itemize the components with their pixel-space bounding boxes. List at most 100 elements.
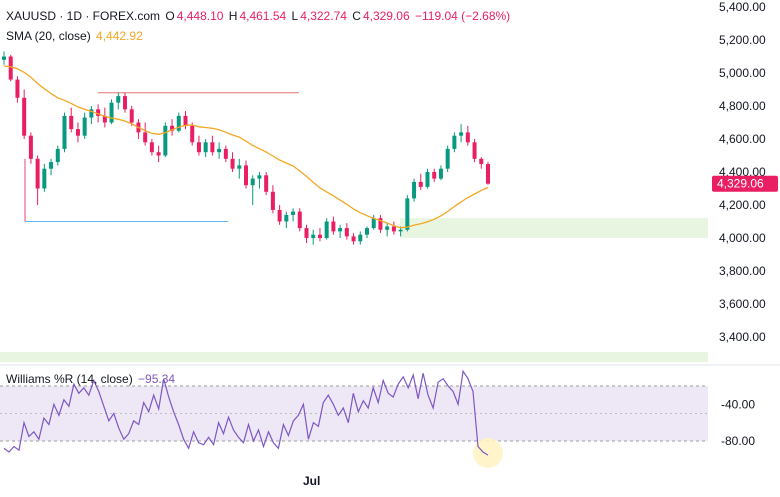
candle-body: [311, 234, 316, 238]
high-value: 4,461.54: [239, 9, 287, 23]
open-label: O: [165, 9, 175, 23]
price-tick-label: 4,600.00: [719, 132, 766, 146]
candle-body: [472, 142, 477, 159]
candle-body: [257, 175, 262, 179]
candle-body: [2, 56, 6, 60]
candle-body: [365, 228, 369, 235]
candle-body: [129, 109, 134, 123]
candle-body: [270, 191, 275, 210]
candle-body: [42, 168, 47, 189]
price-tick-label: 3,800.00: [719, 264, 766, 278]
candle-body: [123, 96, 127, 110]
sma-legend[interactable]: SMA (20, close) 4,442.92: [6, 29, 145, 43]
candle-body: [297, 211, 302, 229]
candle-body: [116, 96, 121, 103]
candle-body: [351, 236, 356, 242]
williams-label: Williams %R (14, close): [6, 372, 133, 386]
candle-body: [28, 135, 33, 159]
price-tick-label: 3,600.00: [719, 297, 766, 311]
candle-body: [15, 79, 20, 98]
price-tick-label: 5,400.00: [719, 0, 766, 14]
candle-body: [459, 132, 464, 136]
open-value: 4,448.10: [176, 9, 224, 23]
candle-body: [324, 221, 329, 238]
candle-body: [22, 97, 27, 136]
candle-body: [317, 234, 322, 238]
candle-body: [445, 148, 450, 169]
candle-body: [203, 142, 208, 153]
close-value: 4,329.06: [362, 9, 410, 23]
candle-body: [149, 142, 154, 153]
sma-value: 4,442.92: [96, 29, 143, 43]
candle-body: [418, 181, 423, 187]
candle-body: [55, 148, 60, 163]
candle-body: [358, 234, 363, 242]
candle-body: [82, 117, 87, 136]
candle-body: [479, 158, 484, 165]
candle-body: [438, 168, 443, 179]
price-tick-label: 4,200.00: [719, 198, 766, 212]
price-tick-label: 5,200.00: [719, 33, 766, 47]
candle-body: [405, 198, 410, 230]
williams-value: −95.34: [138, 372, 176, 386]
candle-body: [277, 209, 282, 222]
candle-body: [378, 218, 383, 230]
candle-body: [49, 162, 54, 169]
close-label: C: [352, 9, 361, 23]
williams-legend[interactable]: Williams %R (14, close) −95.34: [6, 372, 177, 386]
sma-label: SMA (20, close): [6, 29, 91, 43]
low-label: L: [291, 9, 299, 23]
current-price-label: 4,329.06: [717, 177, 764, 191]
candle-body: [69, 115, 74, 130]
candle-body: [176, 115, 181, 131]
candle-body: [291, 211, 296, 215]
price-tick-label: 4,400.00: [719, 165, 766, 179]
candle-body: [163, 125, 168, 156]
low-value: 4,322.74: [300, 9, 347, 23]
support-zone: [400, 218, 708, 238]
candle-body: [217, 148, 222, 153]
candle-body: [486, 164, 490, 184]
candle-body: [344, 228, 349, 237]
support-zone-lower: [0, 352, 708, 362]
candle-body: [412, 181, 417, 199]
candle-body: [284, 214, 289, 222]
candle-body: [89, 109, 94, 118]
price-tick-label: 5,000.00: [719, 66, 766, 80]
candle-body: [264, 175, 269, 192]
current-price-badge: [712, 175, 778, 192]
wr-line: [3, 369, 489, 456]
x-axis-label: Jul: [303, 474, 320, 488]
candle-body: [432, 172, 437, 179]
candle-body: [331, 221, 336, 232]
candle-body: [183, 115, 188, 126]
high-label: H: [228, 9, 238, 23]
sma-line: [3, 65, 489, 229]
candle-body: [452, 135, 457, 149]
candle-body: [102, 115, 107, 123]
candle-body: [465, 132, 470, 143]
candle-body: [250, 178, 255, 186]
candle-body: [391, 226, 396, 232]
candle-body: [8, 56, 13, 80]
candle-body: [244, 165, 248, 186]
wr-highlight-circle: [473, 438, 503, 469]
candle-body: [338, 228, 343, 232]
candle-body: [210, 142, 215, 153]
candle-body: [62, 115, 67, 149]
wr-tick-label: -80.00: [721, 434, 755, 448]
candle-body: [385, 226, 390, 230]
candle-body: [398, 229, 403, 232]
candle-body: [143, 132, 148, 143]
candle-body: [371, 218, 376, 229]
candle-body: [170, 125, 175, 131]
candle-body: [425, 172, 430, 187]
candle-body: [304, 228, 309, 238]
candle-body: [237, 165, 242, 169]
symbol-title[interactable]: XAUUSD · 1D · FOREX.com: [6, 9, 161, 23]
price-tick-label: 4,000.00: [719, 231, 766, 245]
candle-body: [196, 142, 201, 153]
wr-tick-label: -40.00: [721, 397, 755, 411]
